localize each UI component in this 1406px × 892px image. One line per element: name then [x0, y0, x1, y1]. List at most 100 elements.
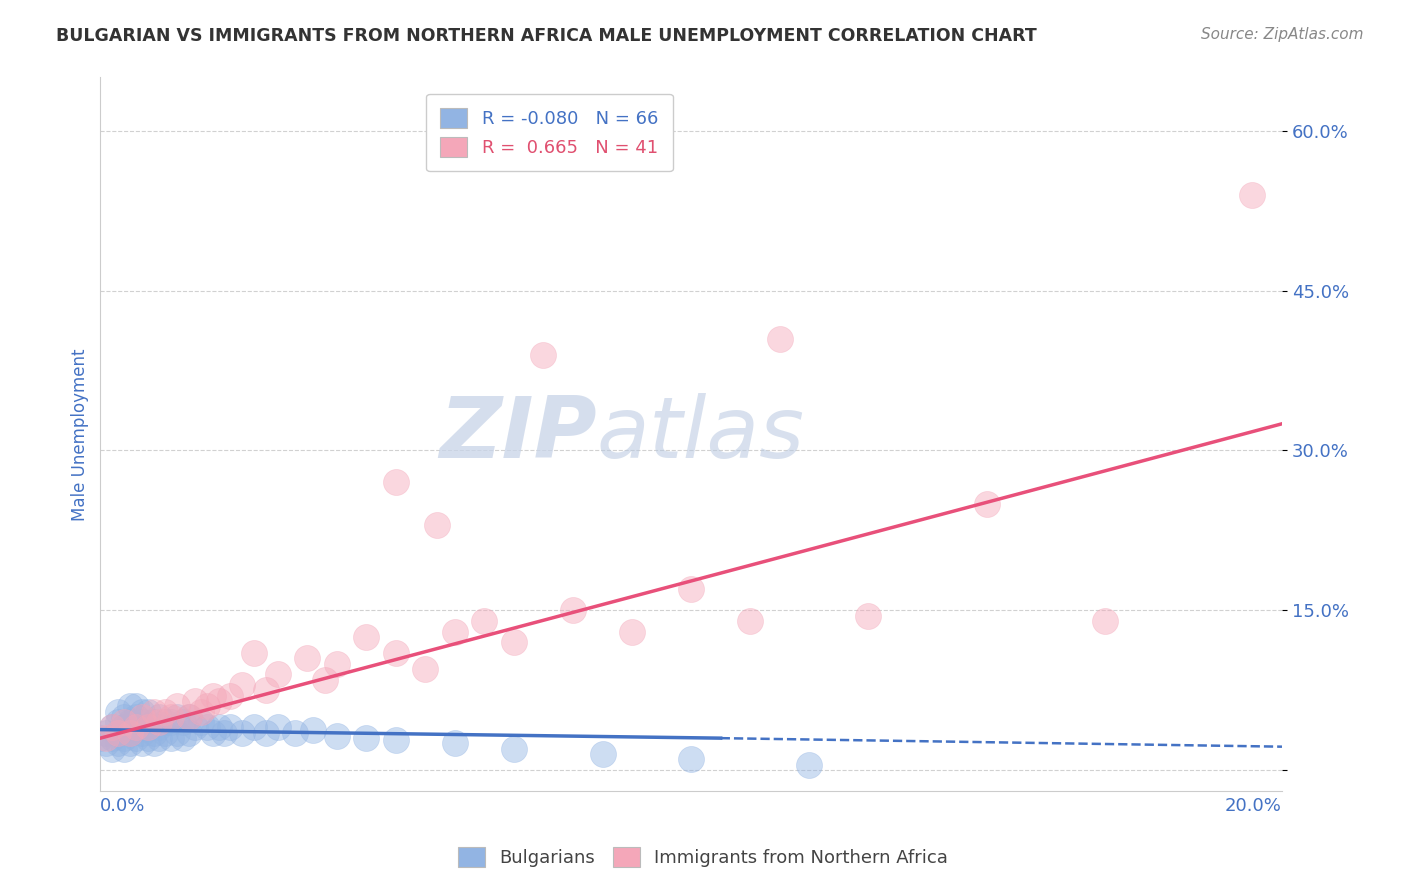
- Legend: Bulgarians, Immigrants from Northern Africa: Bulgarians, Immigrants from Northern Afr…: [450, 839, 956, 874]
- Point: [384, 646, 406, 660]
- Point: [160, 710, 183, 724]
- Point: [125, 721, 148, 735]
- Point: [284, 726, 307, 740]
- Point: [101, 741, 124, 756]
- Point: [142, 726, 165, 740]
- Point: [184, 694, 207, 708]
- Point: [136, 721, 159, 735]
- Point: [136, 731, 159, 746]
- Point: [592, 747, 614, 761]
- Point: [184, 721, 207, 735]
- Point: [101, 721, 124, 735]
- Point: [101, 731, 124, 746]
- Point: [131, 726, 153, 740]
- Point: [118, 726, 141, 740]
- Point: [118, 726, 141, 740]
- Point: [858, 608, 880, 623]
- Point: [195, 699, 218, 714]
- Y-axis label: Male Unemployment: Male Unemployment: [72, 348, 89, 521]
- Text: 20.0%: 20.0%: [1225, 797, 1282, 814]
- Point: [112, 731, 135, 746]
- Point: [125, 731, 148, 746]
- Point: [142, 705, 165, 719]
- Point: [107, 705, 129, 719]
- Point: [243, 646, 266, 660]
- Point: [254, 726, 277, 740]
- Point: [266, 721, 288, 735]
- Point: [155, 705, 177, 719]
- Point: [177, 710, 200, 724]
- Point: [118, 736, 141, 750]
- Point: [166, 710, 188, 724]
- Point: [354, 630, 377, 644]
- Point: [131, 715, 153, 730]
- Point: [118, 699, 141, 714]
- Text: ZIP: ZIP: [439, 393, 596, 476]
- Point: [976, 497, 998, 511]
- Point: [125, 699, 148, 714]
- Point: [107, 715, 129, 730]
- Point: [474, 614, 496, 628]
- Point: [384, 733, 406, 747]
- Point: [177, 710, 200, 724]
- Point: [1094, 614, 1116, 628]
- Point: [219, 721, 242, 735]
- Text: BULGARIAN VS IMMIGRANTS FROM NORTHERN AFRICA MALE UNEMPLOYMENT CORRELATION CHART: BULGARIAN VS IMMIGRANTS FROM NORTHERN AF…: [56, 27, 1038, 45]
- Text: 0.0%: 0.0%: [100, 797, 146, 814]
- Point: [681, 752, 703, 766]
- Point: [131, 705, 153, 719]
- Point: [136, 721, 159, 735]
- Point: [214, 726, 236, 740]
- Point: [160, 715, 183, 730]
- Legend: R = -0.080   N = 66, R =  0.665   N = 41: R = -0.080 N = 66, R = 0.665 N = 41: [426, 94, 672, 171]
- Point: [101, 721, 124, 735]
- Point: [148, 710, 170, 724]
- Point: [413, 662, 436, 676]
- Point: [112, 741, 135, 756]
- Point: [231, 678, 253, 692]
- Point: [96, 731, 118, 746]
- Point: [207, 694, 229, 708]
- Point: [195, 721, 218, 735]
- Point: [172, 715, 194, 730]
- Point: [177, 726, 200, 740]
- Point: [148, 715, 170, 730]
- Text: atlas: atlas: [596, 393, 804, 476]
- Point: [295, 651, 318, 665]
- Point: [621, 624, 644, 639]
- Point: [426, 518, 449, 533]
- Point: [155, 726, 177, 740]
- Point: [125, 721, 148, 735]
- Point: [131, 736, 153, 750]
- Point: [562, 603, 585, 617]
- Point: [533, 347, 555, 361]
- Point: [148, 731, 170, 746]
- Point: [190, 705, 212, 719]
- Point: [148, 721, 170, 735]
- Point: [107, 726, 129, 740]
- Point: [354, 731, 377, 746]
- Point: [254, 683, 277, 698]
- Point: [1241, 187, 1264, 202]
- Point: [89, 731, 111, 746]
- Point: [325, 657, 347, 671]
- Point: [503, 741, 526, 756]
- Point: [201, 726, 224, 740]
- Point: [231, 726, 253, 740]
- Point: [96, 736, 118, 750]
- Point: [503, 635, 526, 649]
- Point: [160, 731, 183, 746]
- Point: [166, 726, 188, 740]
- Point: [112, 721, 135, 735]
- Point: [107, 726, 129, 740]
- Point: [243, 721, 266, 735]
- Point: [769, 332, 792, 346]
- Text: Source: ZipAtlas.com: Source: ZipAtlas.com: [1201, 27, 1364, 42]
- Point: [325, 729, 347, 743]
- Point: [107, 736, 129, 750]
- Point: [112, 710, 135, 724]
- Point: [131, 710, 153, 724]
- Point: [125, 710, 148, 724]
- Point: [799, 757, 821, 772]
- Point: [142, 715, 165, 730]
